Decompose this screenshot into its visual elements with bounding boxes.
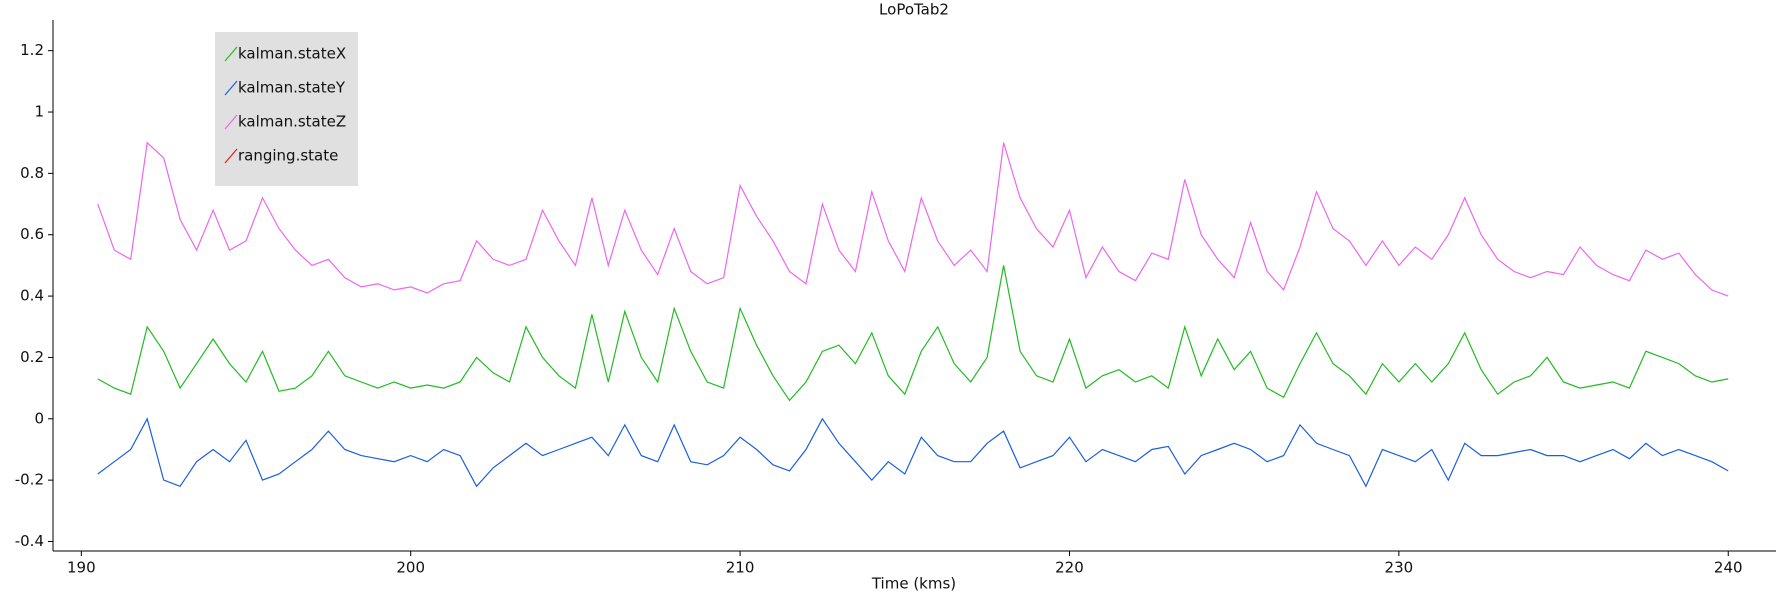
x-tick-label: 230 — [1385, 559, 1414, 577]
x-tick-label: 240 — [1714, 559, 1743, 577]
y-tick-label: 0.2 — [20, 348, 44, 366]
legend-icon — [224, 148, 238, 164]
x-axis-label: Time (kms) — [871, 575, 956, 593]
series-line — [97, 265, 1729, 402]
y-tick-label: 0.4 — [20, 287, 44, 305]
legend-icon — [224, 46, 238, 62]
series-line — [97, 417, 1729, 488]
x-tick-label: 190 — [67, 559, 96, 577]
legend-label: ranging.state — [238, 147, 338, 165]
x-tick-label: 210 — [726, 559, 755, 577]
y-tick-label: 0 — [34, 409, 44, 427]
x-tick-label: 200 — [396, 559, 425, 577]
y-tick-label: -0.4 — [15, 532, 44, 550]
legend-label: kalman.stateX — [238, 45, 346, 63]
y-tick-label: 0.6 — [20, 225, 44, 243]
legend-icon — [224, 114, 238, 130]
legend-label: kalman.stateY — [238, 79, 346, 97]
legend-label: kalman.stateZ — [238, 113, 346, 131]
y-tick-label: -0.2 — [15, 471, 44, 489]
series-line — [97, 141, 1729, 297]
legend-box — [215, 32, 358, 186]
y-tick-label: 1.2 — [20, 41, 44, 59]
x-tick-label: 220 — [1055, 559, 1084, 577]
chart-title: LoPoTab2 — [879, 1, 949, 19]
legend-icon — [224, 80, 238, 96]
y-tick-label: 1 — [34, 103, 44, 121]
y-tick-label: 0.8 — [20, 164, 44, 182]
